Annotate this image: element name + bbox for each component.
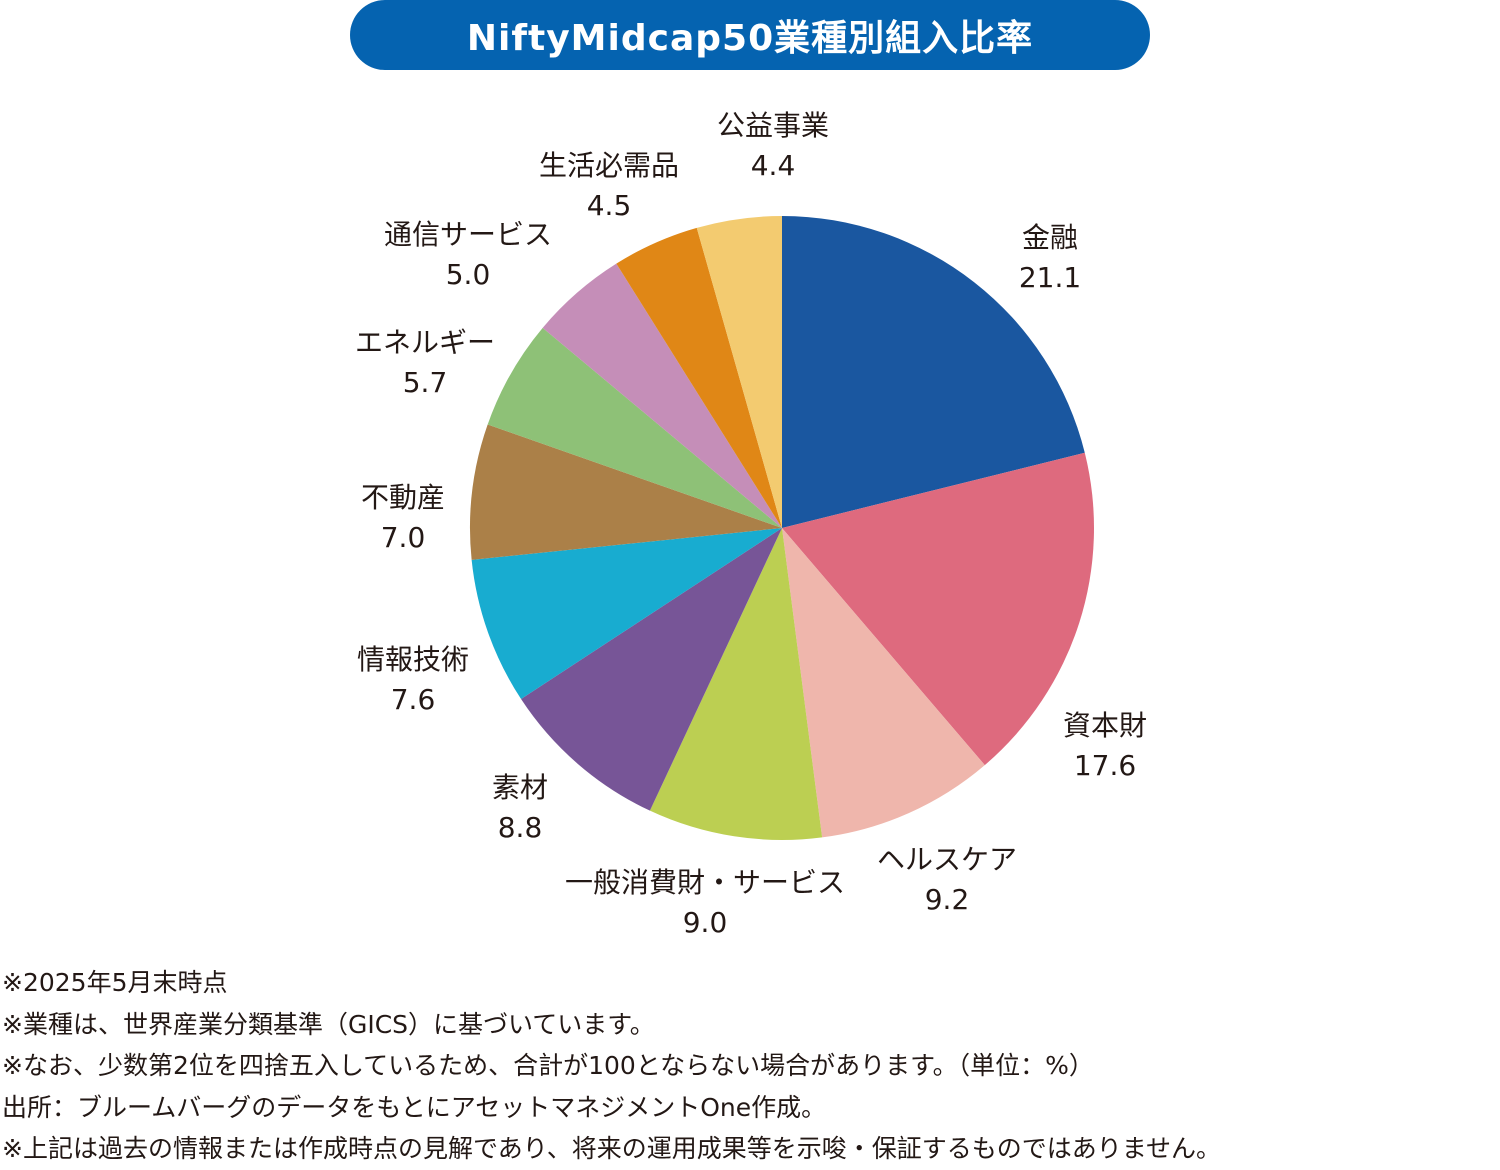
footnotes: ※2025年5月末時点 ※業種は、世界産業分類基準（GICS）に基づいています。… [2,962,1221,1170]
slice-label: 素材 8.8 [350,768,690,848]
slice-label-value: 5.7 [402,366,448,399]
slice-label: 一般消費財・サービス 9.0 [535,863,875,943]
footnote: 出所：ブルームバーグのデータをもとにアセットマネジメントOne作成。 [2,1092,827,1122]
slice-label-value: 4.5 [586,189,632,222]
footnote: ※2025年5月末時点 [2,968,228,997]
slice-label-value: 5.0 [445,258,491,291]
pie-slice [542,263,782,528]
slice-label: 資本財 17.6 [935,706,1275,786]
slice-label-value: 9.0 [682,906,728,939]
slice-label-value: 7.6 [390,683,436,716]
slice-label-name: 金融 [1021,221,1078,254]
slice-label-value: 9.2 [924,883,970,916]
slice-label: 情報技術 7.6 [243,640,583,720]
slice-label-name: 素材 [491,771,548,804]
pie-slice [616,227,782,528]
slice-label-value: 8.8 [497,811,543,844]
pie-slice [696,216,782,528]
slice-label-name: 情報技術 [356,643,469,676]
pie-slice [782,216,1085,528]
slice-label-value: 17.6 [1073,749,1137,782]
slice-label-value: 7.0 [380,521,426,554]
slice-label-name: 不動産 [360,481,445,514]
slice-label: 金融 21.1 [880,218,1220,298]
slice-label: 公益事業 4.4 [603,106,943,186]
slice-label-name: 資本財 [1062,709,1147,742]
pie-slice [649,528,823,840]
pie-slice [487,327,782,528]
pie-slice [470,424,782,560]
pie-slice [471,528,782,700]
footnote: ※上記は過去の情報または作成時点の見解であり、将来の運用成果等を示唆・保証するも… [2,1134,1221,1163]
pie-slice [521,528,782,811]
slice-label-value: 4.4 [750,149,796,182]
slice-label-name: 生活必需品 [538,149,679,182]
slice-label-name: 通信サービス [383,218,552,251]
slice-label: 生活必需品 4.5 [439,146,779,226]
slice-label-name: 一般消費財・サービス [564,866,845,899]
slice-label-name: 公益事業 [716,109,829,142]
slice-label: 通信サービス 5.0 [298,215,638,295]
pie-slice [782,452,1094,766]
slice-label: ヘルスケア 9.2 [777,840,1117,920]
footnote: ※業種は、世界産業分類基準（GICS）に基づいています。 [2,1009,655,1039]
slice-label-name: ヘルスケア [876,843,1017,876]
chart-title: NiftyMidcap50業種別組入比率 [350,0,1150,70]
pie-slice [782,528,985,838]
slice-label: 不動産 7.0 [233,478,573,558]
slice-label-value: 21.1 [1018,261,1082,294]
slice-label-name: エネルギー [354,326,495,359]
slice-label: エネルギー 5.7 [255,323,595,403]
footnote: ※なお、少数第2位を四捨五入しているため、合計が100とならない場合があります。… [2,1051,1094,1080]
